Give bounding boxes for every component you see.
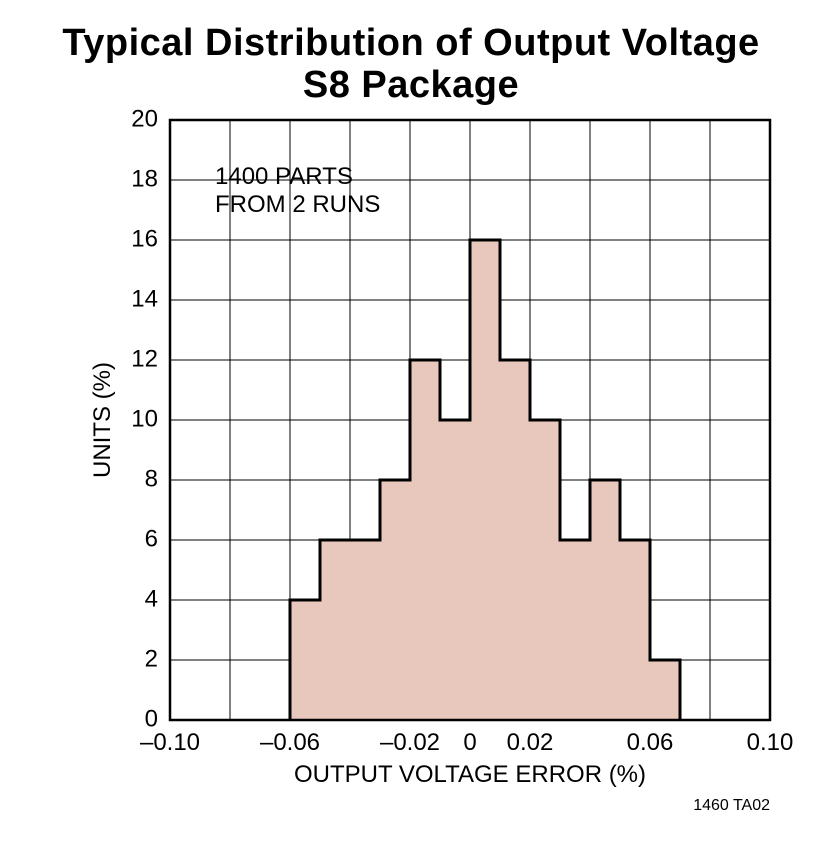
x-tick-label: 0.10 xyxy=(747,729,794,756)
x-tick-label: 0 xyxy=(463,729,476,756)
x-tick-label: –0.02 xyxy=(380,729,440,756)
x-tick-label: 0.06 xyxy=(627,729,674,756)
y-tick-label: 10 xyxy=(131,405,158,432)
x-axis-title: OUTPUT VOLTAGE ERROR (%) xyxy=(294,761,646,788)
y-tick-label: 20 xyxy=(131,105,158,132)
y-axis-title: UNITS (%) xyxy=(89,362,116,478)
y-tick-label: 18 xyxy=(131,165,158,192)
y-tick-label: 16 xyxy=(131,225,158,252)
chart-title-line1: Typical Distribution of Output Voltage xyxy=(0,22,822,65)
y-tick-label: 2 xyxy=(145,645,158,672)
y-tick-label: 14 xyxy=(131,285,158,312)
y-tick-label: 6 xyxy=(145,525,158,552)
x-tick-label: –0.10 xyxy=(140,729,200,756)
y-tick-label: 4 xyxy=(145,585,158,612)
x-tick-label: 0.02 xyxy=(507,729,554,756)
y-tick-label: 12 xyxy=(131,345,158,372)
y-tick-label: 8 xyxy=(145,465,158,492)
figure-code: 1460 TA02 xyxy=(693,797,770,814)
chart-title-line2: S8 Package xyxy=(0,64,822,107)
histogram-chart: 02468101214161820–0.10–0.06–0.0200.020.0… xyxy=(0,0,822,847)
annotation-line: FROM 2 RUNS xyxy=(215,191,380,218)
x-tick-label: –0.06 xyxy=(260,729,320,756)
annotation-line: 1400 PARTS xyxy=(215,163,353,190)
